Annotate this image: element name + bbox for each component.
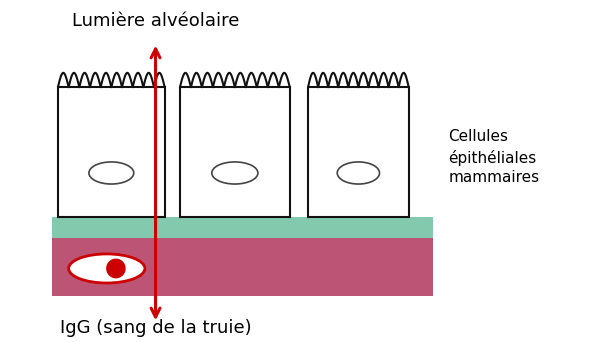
- Ellipse shape: [212, 162, 258, 184]
- Bar: [308, 87, 409, 217]
- Bar: [52, 238, 433, 296]
- Text: Cellules
épithéliales
mammaires: Cellules épithéliales mammaires: [448, 129, 539, 185]
- Bar: [58, 87, 165, 217]
- Ellipse shape: [337, 162, 379, 184]
- Ellipse shape: [106, 259, 126, 278]
- Text: IgG (sang de la truie): IgG (sang de la truie): [60, 319, 251, 337]
- Bar: [180, 87, 290, 217]
- Text: Lumière alvéolaire: Lumière alvéolaire: [72, 12, 239, 30]
- Ellipse shape: [68, 254, 145, 283]
- Ellipse shape: [89, 162, 134, 184]
- Bar: [52, 217, 433, 238]
